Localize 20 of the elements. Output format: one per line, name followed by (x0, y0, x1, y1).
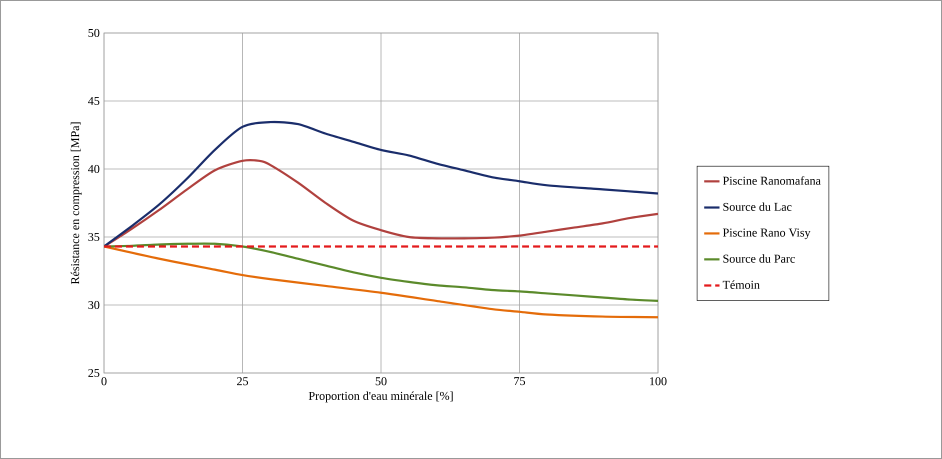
y-tick-label: 30 (88, 300, 100, 310)
legend-label: Source du Lac (723, 202, 792, 211)
x-tick-label: 0 (101, 377, 107, 386)
y-tick-label: 45 (88, 96, 100, 105)
line-series (104, 120, 658, 248)
y-tick-label: 50 (88, 28, 100, 38)
legend-label: Source du Parc (723, 254, 795, 263)
y-tick-label: 40 (88, 164, 100, 174)
y-tick-label: 35 (88, 232, 100, 242)
x-tick-label: 50 (376, 377, 387, 386)
y-tick-label: 25 (88, 368, 100, 378)
legend-label: Piscine Rano Visy (722, 228, 810, 240)
y-axis-title: Résistance en compression [MPa] (70, 122, 82, 284)
x-tick-label: 100 (650, 377, 667, 386)
legend-label: Témoin (722, 280, 760, 289)
line-series (104, 245, 658, 318)
legend-label: Piscine Ranomafana (722, 176, 821, 185)
x-axis-title: Proportion d'eau minérale [%] (308, 391, 453, 402)
x-tick-label: 25 (237, 377, 248, 386)
x-tick-label: 75 (514, 377, 526, 386)
